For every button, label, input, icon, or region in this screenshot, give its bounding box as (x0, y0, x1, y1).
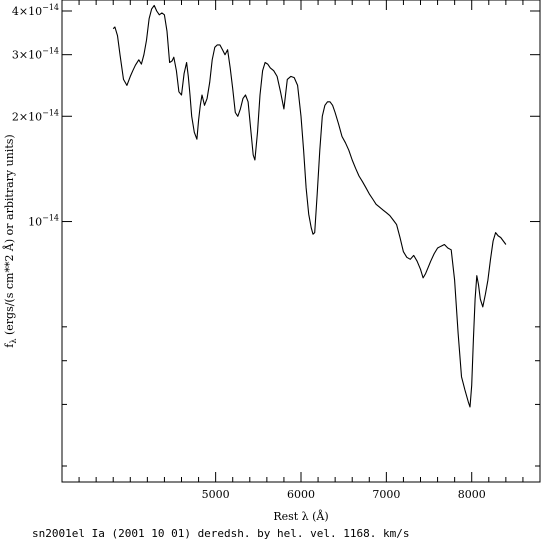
y-tick-label: 10−14 (28, 214, 59, 229)
y-axis-title-rest: (ergs/(s cm**2 Å) or arbitrary units) (2, 134, 16, 338)
y-axis-ticks: 4×10−14 3×10−14 2×10−14 10−14 (12, 3, 540, 467)
x-tick-label: 7000 (372, 488, 400, 501)
x-tick-label: 8000 (458, 488, 486, 501)
x-axis-ticks: 5000 6000 7000 8000 (78, 0, 524, 501)
y-axis-title-symbol: f (3, 343, 16, 348)
y-tick-label: 3×10−14 (12, 47, 59, 62)
y-axis-title-subscript: λ (9, 339, 18, 344)
series-layer (112, 4, 507, 408)
y-tick-label: 4×10−14 (12, 3, 59, 18)
x-tick-label: 6000 (287, 488, 315, 501)
x-tick-label: 5000 (202, 488, 230, 501)
plot-frame (61, 0, 541, 483)
figure-caption: sn2001el Ia (2001 10 01) deredsh. by hel… (32, 527, 410, 540)
y-tick-label: 2×10−14 (12, 108, 59, 123)
x-axis-title: Rest λ (Å) (273, 509, 328, 523)
spectrum-line (112, 4, 507, 408)
y-axis-title: fλ (ergs/(s cm**2 Å) or arbitrary units) (2, 134, 18, 347)
